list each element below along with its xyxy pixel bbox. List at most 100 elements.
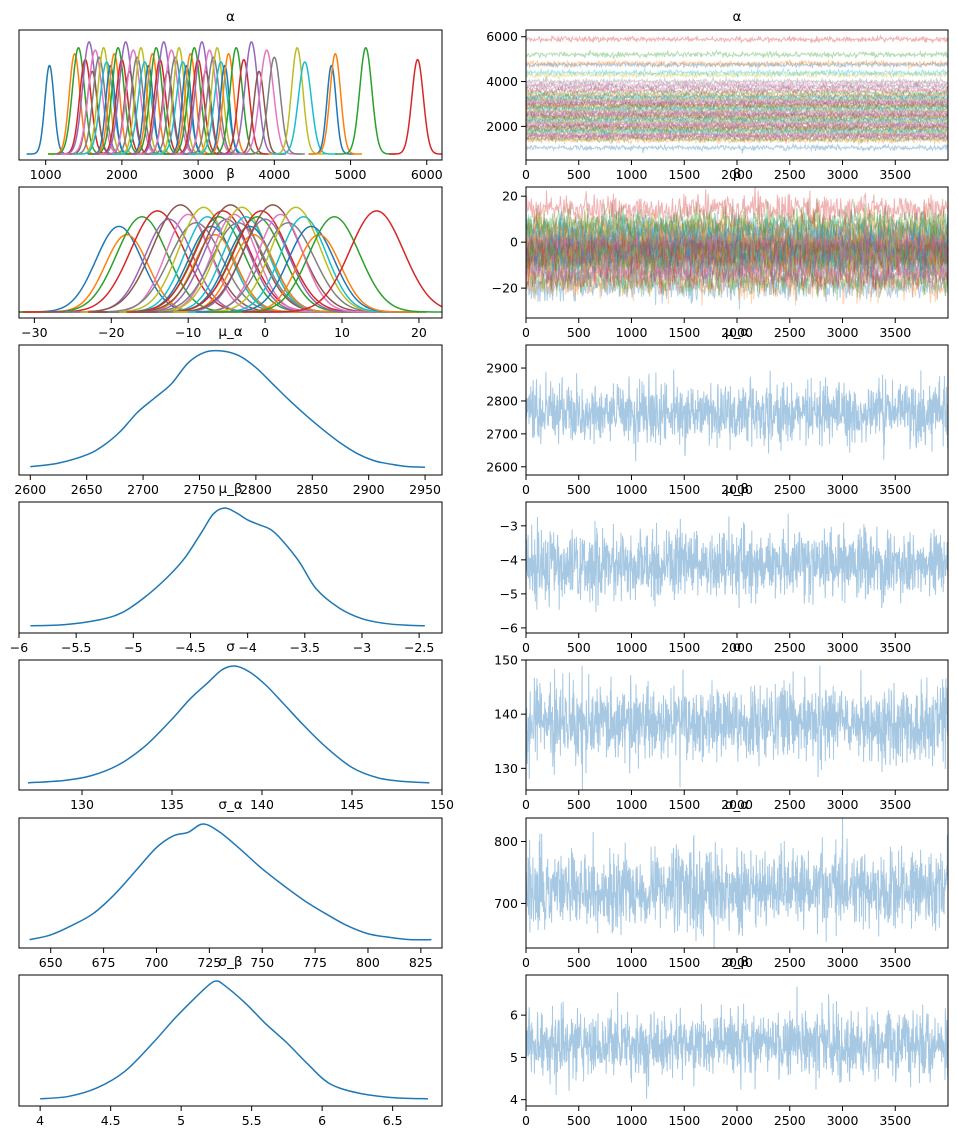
ytick-label: 20 [502, 189, 518, 204]
ytick-label: 2700 [486, 426, 518, 441]
xtick-label: 675 [92, 955, 116, 970]
xtick-label: −2.5 [404, 640, 434, 655]
ytick-label: 2600 [486, 459, 518, 474]
density-3-plot-area [30, 507, 425, 627]
density-series-0-53 [389, 58, 442, 155]
density-1-plot-area [19, 204, 442, 313]
trace-3-title: μ_β [725, 481, 749, 497]
xtick-label: 3000 [827, 640, 859, 655]
xtick-label: 130 [70, 797, 94, 812]
trace-series-0-20 [526, 112, 948, 124]
trace-1-title: β [733, 166, 742, 182]
trace-series-0-3 [526, 132, 948, 142]
trace-series-0-36 [526, 95, 948, 106]
xtick-label: 2000 [721, 1113, 753, 1128]
xtick-label: 650 [39, 955, 63, 970]
trace-series-0-37 [526, 94, 948, 106]
trace-series-0-39 [526, 92, 948, 103]
trace-series-0-27 [526, 105, 948, 117]
xtick-label: 0 [522, 325, 530, 340]
density-5-panel: 650 675 700 725 750 775 800 825 σ_α [18, 797, 443, 970]
xtick-label: 3000 [827, 955, 859, 970]
trace-series-1-3 [526, 252, 948, 297]
xtick-label: 150 [430, 797, 454, 812]
xtick-label: −3 [353, 640, 371, 655]
trace-5-title: σ_α [725, 797, 749, 813]
xtick-label: 3000 [182, 167, 214, 182]
density-series-1-33 [242, 210, 442, 313]
density-4-frame [18, 659, 443, 791]
xtick-label: 0 [261, 325, 269, 340]
ytick-label: 4 [510, 1092, 518, 1107]
trace-series-0-45 [526, 80, 948, 92]
xtick-label: 725 [197, 955, 221, 970]
xtick-label: 2500 [774, 1113, 806, 1128]
xtick-label: 2500 [774, 640, 806, 655]
xtick-label: 3000 [827, 1113, 859, 1128]
xtick-label: 1000 [30, 167, 62, 182]
trace-series-1-33 [526, 187, 948, 227]
trace-series-0-17 [526, 116, 948, 127]
xtick-label: 0 [522, 482, 530, 497]
xtick-label: 140 [250, 797, 274, 812]
trace-series-1-2 [526, 251, 948, 302]
trace-2-plot-area [526, 369, 948, 462]
trace-series-1-7 [526, 241, 948, 292]
trace-5-plot-area [526, 818, 948, 948]
ytick-label: −20 [492, 281, 518, 296]
xtick-label: −5.5 [61, 640, 91, 655]
trace-series-1-20 [526, 227, 948, 267]
trace-series-0-26 [526, 106, 948, 118]
trace-series-0-22 [526, 111, 948, 122]
density-line-2 [30, 349, 426, 468]
trace-series-0-50 [526, 59, 948, 70]
density-6-plot-area [40, 980, 428, 1100]
trace-series-1-4 [526, 246, 948, 293]
trace-series-1-8 [526, 239, 948, 282]
trace-line-6 [526, 986, 948, 1099]
xtick-label: 2000 [721, 482, 753, 497]
trace-series-0-48 [526, 69, 948, 80]
xtick-label: 2850 [296, 482, 328, 497]
density-series-0-49 [272, 61, 338, 155]
density-3-panel: −6 −5.5 −5 −4.5 −4 −3.5 −3 −2.5 μ_β [10, 481, 443, 655]
xtick-label: 2650 [71, 482, 103, 497]
trace-series-0-12 [526, 122, 948, 134]
ytick-label: 6000 [486, 29, 518, 44]
trace-series-1-0 [526, 258, 948, 310]
xtick-label: 2500 [774, 167, 806, 182]
xtick-label: 1500 [668, 797, 700, 812]
trace-series-0-8 [526, 126, 948, 138]
density-4-title: σ [226, 639, 235, 655]
trace-series-1-27 [526, 209, 948, 256]
xtick-label: −4 [238, 640, 256, 655]
xtick-label: 800 [356, 955, 380, 970]
xtick-label: 1500 [668, 167, 700, 182]
density-1-title: β [226, 166, 235, 182]
xtick-label: 3000 [827, 482, 859, 497]
xtick-label: 5 [177, 1113, 185, 1128]
trace-series-0-4 [526, 130, 948, 142]
density-0-panel: 1000 2000 3000 4000 5000 6000 α [18, 9, 443, 182]
trace-series-0-7 [526, 127, 948, 138]
xtick-label: 4.5 [101, 1113, 121, 1128]
ytick-label: −5 [500, 586, 518, 601]
xtick-label: 3000 [827, 325, 859, 340]
xtick-label: 500 [567, 640, 591, 655]
xtick-label: −6 [10, 640, 28, 655]
density-2-plot-area [30, 349, 426, 468]
ytick-label: 150 [494, 653, 518, 668]
density-6-title: σ_β [219, 954, 243, 970]
xtick-label: 2500 [774, 797, 806, 812]
trace-series-1-1 [526, 260, 948, 306]
trace-line-4 [526, 665, 948, 790]
xtick-label: 3000 [827, 797, 859, 812]
trace-series-1-28 [526, 211, 948, 259]
trace-series-1-6 [526, 241, 948, 288]
xtick-label: 2750 [184, 482, 216, 497]
xtick-label: 700 [145, 955, 169, 970]
xtick-label: 1000 [616, 482, 648, 497]
trace-4-plot-area [526, 665, 948, 790]
